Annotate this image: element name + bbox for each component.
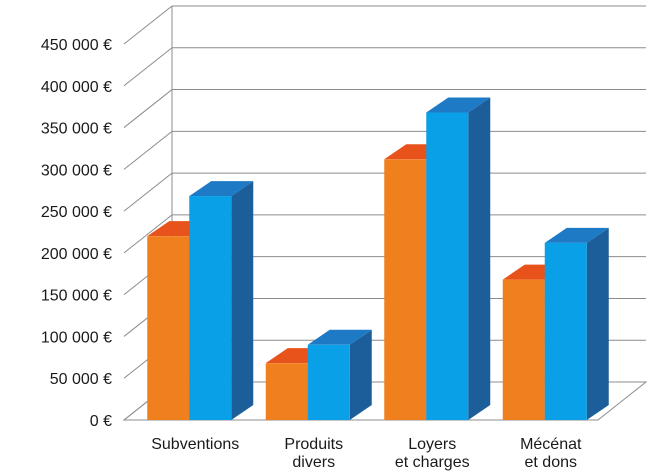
gridline-side: [123, 5, 173, 45]
bar-1-1: [307, 329, 372, 420]
category-label: divers: [292, 454, 335, 471]
bar-front: [307, 344, 350, 420]
gridline-side: [123, 89, 173, 128]
bar-side: [586, 227, 609, 420]
bar-side: [231, 181, 254, 420]
bar-front: [502, 279, 545, 420]
y-tick-label: 50 000 €: [50, 371, 112, 388]
y-tick-label: 450 000 €: [41, 37, 112, 54]
category-label: Subventions: [151, 436, 239, 453]
gridline-side: [123, 130, 173, 170]
bar-front: [147, 236, 190, 420]
y-tick-label: 250 000 €: [41, 204, 112, 221]
bar-top: [189, 181, 254, 197]
y-tick-label: 350 000 €: [41, 121, 112, 138]
bar-side: [349, 329, 372, 420]
y-tick-label: 200 000 €: [41, 246, 112, 263]
bar-top: [544, 227, 609, 243]
bar-top: [307, 329, 372, 345]
category-label: Loyers: [408, 436, 456, 453]
bar-2-1: [426, 97, 491, 420]
y-tick-label: 0 €: [90, 413, 112, 430]
bar-front: [265, 363, 308, 420]
bar-0-1: [189, 181, 254, 420]
category-label: Produits: [284, 436, 343, 453]
y-tick-label: 300 000 €: [41, 162, 112, 179]
gridline-side: [123, 214, 173, 254]
bar-top: [426, 97, 491, 113]
bar-3-1: [544, 227, 609, 420]
bar-front: [384, 159, 427, 420]
bars: [147, 97, 609, 420]
y-tick-label: 400 000 €: [41, 79, 112, 96]
gridline-side: [123, 47, 173, 87]
bar-side: [468, 97, 491, 420]
bar-front: [426, 112, 469, 420]
y-tick-label: 100 000 €: [41, 329, 112, 346]
category-label: et dons: [525, 454, 577, 471]
category-label: et charges: [395, 454, 470, 471]
y-tick-label: 150 000 €: [41, 288, 112, 305]
category-label: Mécénat: [520, 436, 582, 453]
bar-front: [189, 196, 232, 420]
gridline-side: [123, 172, 173, 212]
bar-front: [544, 242, 587, 420]
y-axis-tick-labels: 0 € 50 000 € 100 000 € 150 000 € 200 000 € 25…: [41, 37, 112, 430]
